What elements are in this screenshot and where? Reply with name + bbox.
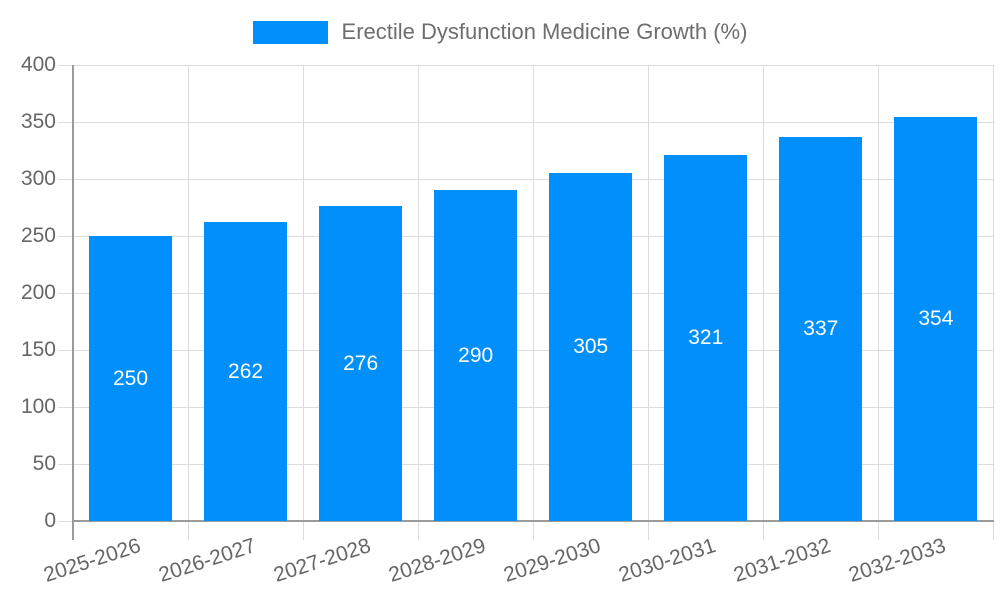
- legend-label: Erectile Dysfunction Medicine Growth (%): [341, 19, 748, 44]
- x-gridline: [647, 65, 649, 540]
- y-axis-label: 0: [44, 509, 56, 532]
- y-gridline: [58, 178, 994, 180]
- x-axis-label: 2031-2032: [731, 534, 834, 587]
- bar-2029-2030[interactable]: [549, 173, 633, 521]
- x-axis-line: [72, 520, 995, 522]
- x-gridline: [302, 65, 304, 540]
- legend-swatch: [252, 20, 328, 44]
- x-axis-label: 2025-2026: [41, 534, 144, 587]
- x-gridline: [187, 65, 189, 540]
- y-axis-line: [72, 65, 74, 540]
- bar-2028-2029[interactable]: [434, 190, 518, 521]
- bar-value-label: 262: [228, 359, 264, 383]
- y-axis-label: 150: [20, 338, 56, 361]
- bar-2025-2026[interactable]: [89, 236, 173, 521]
- y-gridline: [58, 463, 994, 465]
- bar-value-label: 305: [573, 335, 609, 359]
- bar-value-label: 337: [803, 316, 839, 340]
- bar-2026-2027[interactable]: [204, 222, 288, 521]
- x-gridline: [762, 65, 764, 540]
- y-axis-label: 50: [32, 452, 56, 475]
- y-gridline: [58, 235, 994, 237]
- y-axis-label: 250: [20, 224, 56, 247]
- x-gridline: [417, 65, 419, 540]
- legend[interactable]: Erectile Dysfunction Medicine Growth (%): [0, 17, 1000, 47]
- bar-2031-2032[interactable]: [779, 136, 863, 521]
- bar-value-label: 250: [112, 366, 149, 390]
- x-axis-label: 2028-2029: [386, 534, 489, 587]
- y-axis-label: 400: [20, 53, 56, 76]
- x-axis-label: 2029-2030: [501, 534, 604, 587]
- bar-2032-2033[interactable]: [894, 117, 978, 521]
- y-gridline: [58, 121, 994, 123]
- x-axis-label: 2026-2027: [156, 534, 259, 587]
- x-gridline: [992, 65, 994, 540]
- bar-value-label: 276: [343, 351, 379, 375]
- bar-2027-2028[interactable]: [319, 206, 403, 521]
- y-gridline: [58, 349, 994, 351]
- y-axis-label: 350: [20, 110, 56, 133]
- bar-value-label: 354: [918, 307, 954, 331]
- bar-value-label: 290: [458, 343, 494, 367]
- x-axis-label: 2032-2033: [846, 534, 949, 587]
- y-gridline: [58, 406, 994, 408]
- y-gridline: [58, 292, 994, 294]
- y-axis-label: 100: [20, 395, 56, 418]
- x-axis-label: 2027-2028: [271, 534, 374, 587]
- y-axis-label: 300: [20, 167, 56, 190]
- x-gridline: [532, 65, 534, 540]
- x-axis-label: 2030-2031: [616, 534, 719, 587]
- bar-value-label: 321: [688, 326, 724, 350]
- y-axis-label: 200: [20, 281, 56, 304]
- y-gridline: [58, 64, 994, 66]
- bar-2030-2031[interactable]: [664, 155, 748, 521]
- x-gridline: [877, 65, 879, 540]
